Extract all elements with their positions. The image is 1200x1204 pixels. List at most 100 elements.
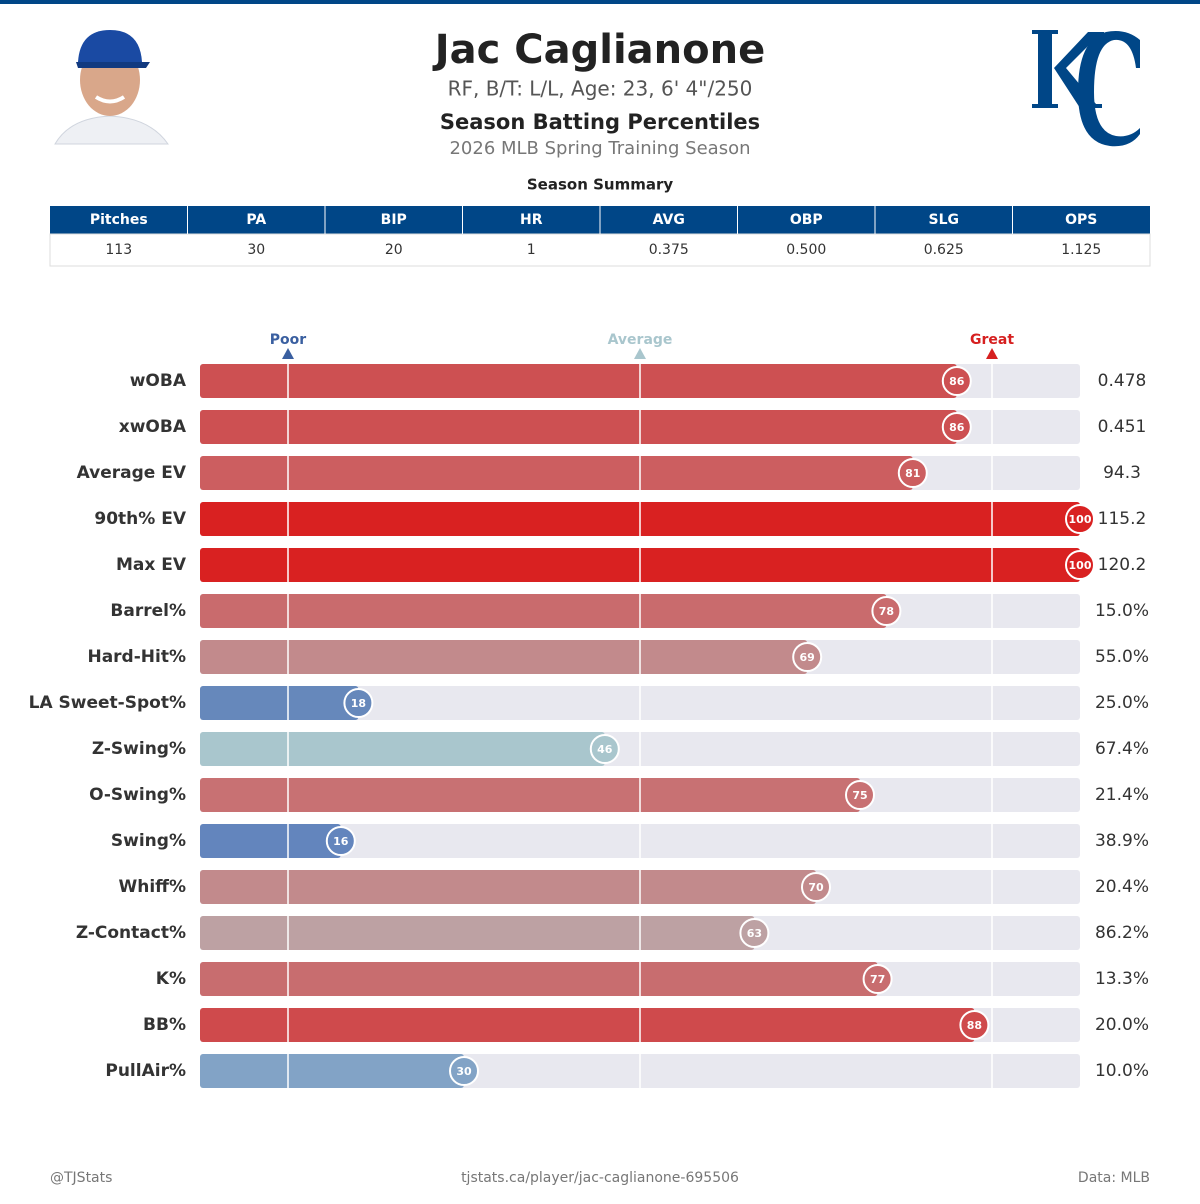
bar	[200, 824, 341, 858]
x-tick-marker	[634, 348, 646, 359]
category-label: Z-Contact%	[76, 923, 186, 943]
category-label: Max EV	[116, 555, 187, 575]
percentile-label: 16	[333, 835, 349, 848]
percentile-label: 100	[1069, 513, 1092, 526]
table-cell: 0.500	[786, 242, 826, 258]
percentile-marker	[792, 642, 823, 672]
table-header: HR	[520, 212, 543, 228]
stat-value: 55.0%	[1095, 647, 1149, 667]
percentile-label: 75	[852, 789, 867, 802]
x-tick-label: Great	[970, 332, 1014, 348]
footer-right: Data: MLB	[1078, 1170, 1150, 1186]
table-cell: 1.125	[1061, 242, 1101, 258]
percentile-label: 88	[967, 1019, 982, 1032]
table-header: OPS	[1065, 212, 1097, 228]
percentile-marker	[801, 872, 831, 902]
percentile-label: 78	[879, 605, 894, 618]
category-label: BB%	[143, 1015, 186, 1035]
stat-value: 86.2%	[1095, 923, 1149, 943]
stat-value: 15.0%	[1095, 601, 1149, 621]
percentile-label: 100	[1069, 559, 1092, 572]
stat-value: 94.3	[1103, 463, 1141, 483]
summary-table: Pitches PA BIP HR AVG OBP SLG OPS 113 30 20 1 0.375 0…	[49, 206, 1151, 267]
percentile-marker	[897, 458, 928, 488]
headshot	[50, 28, 172, 145]
stat-value: 25.0%	[1095, 693, 1149, 713]
percentile-marker	[941, 412, 972, 442]
x-tick-label: Poor	[270, 332, 306, 348]
top-border	[0, 0, 1200, 4]
stat-value: 0.478	[1098, 371, 1147, 391]
bar	[200, 870, 816, 904]
percentile-label: 81	[905, 467, 920, 480]
category-label: Average EV	[77, 463, 187, 483]
percentile-label: 69	[800, 651, 815, 664]
stat-value: 38.9%	[1095, 831, 1149, 851]
percentile-marker	[739, 918, 770, 948]
table-cell: 30	[247, 242, 265, 258]
percentile-marker	[941, 366, 972, 396]
percentile-label: 63	[747, 927, 762, 940]
percentile-label: 86	[949, 421, 965, 434]
table-row-bg	[49, 233, 1151, 267]
bar	[200, 732, 605, 766]
category-label: 90th% EV	[94, 509, 186, 529]
percentile-marker	[343, 688, 374, 718]
bar	[200, 778, 860, 812]
stat-value: 20.4%	[1095, 877, 1149, 897]
x-tick-marker	[282, 348, 294, 359]
table-cell: 1	[527, 242, 536, 258]
table-header: BIP	[381, 212, 407, 228]
percentile-marker	[589, 734, 620, 764]
title: Jac Caglianone	[432, 27, 765, 73]
percentile-marker	[845, 780, 875, 810]
category-label: Whiff%	[119, 877, 187, 897]
table-header: PA	[246, 212, 266, 228]
table-header: Pitches	[90, 212, 148, 228]
heading: Season Batting Percentiles	[440, 110, 760, 134]
category-label: Swing%	[111, 831, 186, 851]
bar	[200, 364, 957, 398]
percentile-marker	[1065, 550, 1095, 580]
percentile-marker	[325, 826, 356, 856]
bar	[200, 410, 957, 444]
bar	[200, 962, 878, 996]
percentile-marker	[871, 596, 902, 626]
category-label: Z-Swing%	[92, 739, 186, 759]
stat-value: 21.4%	[1095, 785, 1149, 805]
bar	[200, 594, 887, 628]
category-label: PullAir%	[105, 1061, 186, 1081]
stat-value: 10.0%	[1095, 1061, 1149, 1081]
percentile-label: 18	[351, 697, 366, 710]
plot: Poor Average Great wOBA 86 0.478 xwOBA 86 0.451 A…	[29, 332, 1149, 1088]
category-label: LA Sweet-Spot%	[29, 693, 186, 713]
footer-center: tjstats.ca/player/jac-caglianone-695506	[461, 1170, 739, 1186]
table-header: OBP	[790, 212, 823, 228]
stat-value: 67.4%	[1095, 739, 1149, 759]
subtitle: RF, B/T: L/L, Age: 23, 6' 4"/250	[448, 77, 753, 101]
table-header: AVG	[653, 212, 685, 228]
percentile-label: 86	[949, 375, 965, 388]
percentile-label: 70	[808, 881, 824, 894]
table-cell: 0.625	[924, 242, 964, 258]
category-label: K%	[156, 969, 186, 989]
stat-value: 0.451	[1098, 417, 1147, 437]
stat-value: 13.3%	[1095, 969, 1149, 989]
stat-value: 120.2	[1098, 555, 1147, 575]
category-label: Hard-Hit%	[87, 647, 186, 667]
bar	[200, 640, 808, 674]
percentile-marker	[862, 964, 893, 994]
percentile-label: 30	[456, 1065, 472, 1078]
table-cell: 20	[385, 242, 403, 258]
bar	[200, 686, 359, 720]
table-cell: 113	[105, 242, 132, 258]
percentile-marker	[449, 1056, 479, 1086]
stat-value: 20.0%	[1095, 1015, 1149, 1035]
bar	[200, 456, 913, 490]
footer-left: @TJStats	[50, 1170, 112, 1186]
x-tick-label: Average	[608, 332, 673, 348]
x-tick-marker	[986, 348, 998, 359]
category-label: O-Swing%	[89, 785, 186, 805]
